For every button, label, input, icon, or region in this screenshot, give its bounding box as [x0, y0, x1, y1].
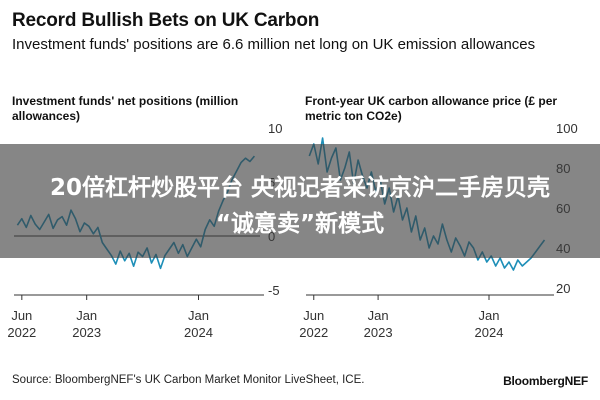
right-panel-title: Front-year UK carbon allowance price (£ … — [305, 94, 558, 123]
left-panel-title: Investment funds' net positions (million… — [12, 94, 239, 123]
chart-title: Record Bullish Bets on UK Carbon — [12, 10, 320, 31]
overlay-headline-line-2: “诚意卖”新模式 — [215, 211, 385, 237]
x-tick-label-month: Jan — [479, 308, 500, 323]
y-tick-label: 100 — [556, 121, 578, 136]
x-tick-label-year: 2023 — [72, 325, 101, 340]
x-tick-label-year: 2022 — [7, 325, 36, 340]
x-tick-label-year: 2024 — [184, 325, 213, 340]
y-tick-label: 20 — [556, 281, 570, 296]
headline-overlay: 20倍杠杆炒股平台 央视记者采访京沪二手房贝壳 “诚意卖”新模式 — [0, 144, 600, 258]
x-tick-label-year: 2022 — [299, 325, 328, 340]
x-tick-label-month: Jun — [11, 308, 32, 323]
x-tick-label-month: Jan — [368, 308, 389, 323]
y-tick-label: -5 — [268, 283, 280, 298]
x-tick-label-year: 2023 — [364, 325, 393, 340]
chart-subtitle: Investment funds' positions are 6.6 mill… — [12, 36, 536, 53]
y-tick-label: 10 — [268, 121, 282, 136]
x-tick-label-year: 2024 — [475, 325, 504, 340]
source-note: Source: BloombergNEF's UK Carbon Market … — [12, 374, 365, 386]
overlay-headline-line-1: 20倍杠杆炒股平台 央视记者采访京沪二手房贝壳 — [49, 175, 550, 201]
x-tick-label-month: Jan — [76, 308, 97, 323]
brand-logo: BloombergNEF — [503, 374, 588, 388]
x-tick-label-month: Jun — [303, 308, 324, 323]
x-tick-label-month: Jan — [188, 308, 209, 323]
